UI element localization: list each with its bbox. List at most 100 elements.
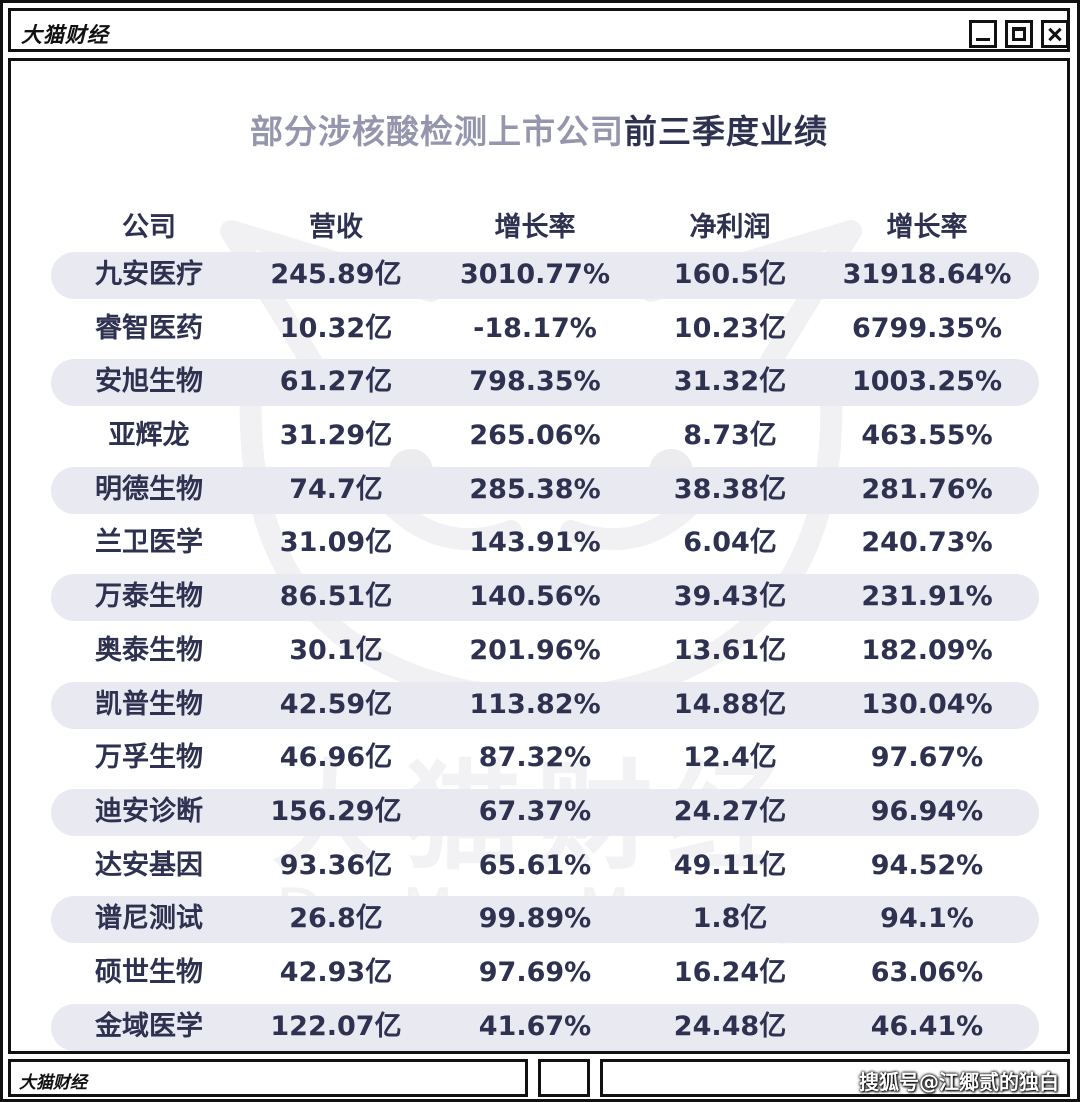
header-profit-growth: 增长率 — [886, 212, 968, 243]
cell-net-profit: 12.4亿 — [683, 742, 777, 774]
cell-company: 达安基因 — [95, 849, 203, 881]
cell-profit-growth: 281.76% — [861, 473, 993, 505]
row-band — [51, 574, 1039, 622]
cell-revenue: 122.07亿 — [270, 1010, 402, 1042]
cell-net-profit: 13.61亿 — [673, 634, 787, 666]
cell-company: 迪安诊断 — [95, 795, 203, 827]
cell-company: 明德生物 — [95, 473, 203, 505]
table-row: 安旭生物 61.27亿 798.35% 31.32亿 1003.25% — [51, 357, 1039, 411]
cell-net-profit: 1.8亿 — [692, 903, 768, 935]
table-header: 公司 营收 增长率 净利润 增长率 — [51, 205, 1039, 243]
cell-profit-growth: 182.09% — [861, 634, 993, 666]
cell-revenue-growth: 97.69% — [478, 956, 592, 988]
row-band — [51, 466, 1039, 514]
table-row: 金域医学 122.07亿 41.67% 24.48亿 46.41% — [51, 1002, 1039, 1051]
cell-company: 奥泰生物 — [95, 634, 203, 666]
cell-revenue-growth: 143.91% — [469, 527, 601, 559]
row-band — [51, 896, 1039, 944]
cell-profit-growth: 94.1% — [880, 903, 974, 935]
table-row: 亚辉龙 31.29亿 265.06% 8.73亿 463.55% — [51, 411, 1039, 465]
cell-revenue: 61.27亿 — [279, 366, 393, 398]
header-revenue-growth: 增长率 — [494, 212, 576, 243]
cell-net-profit: 6.04亿 — [683, 527, 777, 559]
cell-profit-growth: 63.06% — [870, 956, 984, 988]
cell-net-profit: 8.73亿 — [683, 420, 777, 452]
cell-net-profit: 16.24亿 — [673, 956, 787, 988]
cell-company: 亚辉龙 — [108, 420, 190, 452]
cell-revenue: 26.8亿 — [289, 903, 383, 935]
content-panel: 大猫财经 Da Mao Money 部分涉核酸检测上市公司前三季度业绩 公司 营… — [8, 58, 1070, 1054]
title-part-1: 部分涉核酸检测上市公司 — [250, 112, 624, 151]
cell-profit-growth: 231.91% — [861, 581, 993, 613]
cell-revenue-growth: 140.56% — [469, 581, 601, 613]
status-panel-middle — [538, 1059, 590, 1097]
row-band — [51, 1003, 1039, 1051]
cell-revenue-growth: 285.38% — [469, 473, 601, 505]
cell-revenue: 42.93亿 — [279, 956, 393, 988]
cell-net-profit: 14.88亿 — [673, 688, 787, 720]
table-row: 达安基因 93.36亿 65.61% 49.11亿 94.52% — [51, 841, 1039, 895]
cell-profit-growth: 240.73% — [861, 527, 993, 559]
cell-profit-growth: 97.67% — [870, 742, 984, 774]
cell-revenue-growth: 99.89% — [478, 903, 592, 935]
cell-revenue: 46.96亿 — [279, 742, 393, 774]
cell-revenue-growth: 3010.77% — [459, 259, 611, 290]
cell-company: 睿智医药 — [95, 312, 203, 344]
cell-company: 金域医学 — [95, 1010, 203, 1042]
status-panel-right: 搜狐号@江郷贰的独白 — [600, 1059, 1070, 1097]
cell-revenue-growth: 201.96% — [469, 634, 601, 666]
cell-revenue: 156.29亿 — [270, 795, 402, 827]
cell-revenue: 74.7亿 — [289, 473, 383, 505]
cell-profit-growth: 31918.64% — [842, 259, 1012, 290]
cell-revenue-growth: 65.61% — [478, 849, 592, 881]
cell-net-profit: 24.27亿 — [673, 795, 787, 827]
cell-revenue: 30.1亿 — [289, 634, 383, 666]
table-row: 睿智医药 10.32亿 -18.17% 10.23亿 6799.35% — [51, 304, 1039, 358]
cell-company: 兰卫医学 — [95, 527, 203, 559]
table-row: 奥泰生物 30.1亿 201.96% 13.61亿 182.09% — [51, 626, 1039, 680]
table-body: 九安医疗 245.89亿 3010.77% 160.5亿 31918.64% 睿智医药 10… — [51, 250, 1039, 1051]
cell-revenue: 10.32亿 — [279, 312, 393, 344]
table-row: 硕世生物 42.93亿 97.69% 16.24亿 63.06% — [51, 948, 1039, 1002]
source-credit: 搜狐号@江郷贰的独白 — [859, 1070, 1059, 1094]
minimize-icon[interactable] — [969, 20, 997, 48]
table-row: 万孚生物 46.96亿 87.32% 12.4亿 97.67% — [51, 733, 1039, 787]
cell-revenue: 245.89亿 — [270, 259, 402, 290]
row-band — [51, 788, 1039, 836]
cell-revenue-growth: 265.06% — [469, 420, 601, 452]
cell-profit-growth: 94.52% — [870, 849, 984, 881]
cell-revenue: 86.51亿 — [279, 581, 393, 613]
cell-net-profit: 39.43亿 — [673, 581, 787, 613]
cell-net-profit: 24.48亿 — [673, 1010, 787, 1042]
close-icon[interactable] — [1041, 20, 1069, 48]
table-row: 谱尼测试 26.8亿 99.89% 1.8亿 94.1% — [51, 894, 1039, 948]
table-row: 兰卫医学 31.09亿 143.91% 6.04亿 240.73% — [51, 518, 1039, 572]
cell-company: 万泰生物 — [95, 581, 203, 613]
status-title: 大猫财经 — [19, 1073, 87, 1093]
table-row: 明德生物 74.7亿 285.38% 38.38亿 281.76% — [51, 465, 1039, 519]
cell-net-profit: 10.23亿 — [673, 312, 787, 344]
row-band — [51, 681, 1039, 729]
cell-company: 万孚生物 — [95, 742, 203, 774]
cell-revenue: 93.36亿 — [279, 849, 393, 881]
table-row: 九安医疗 245.89亿 3010.77% 160.5亿 31918.64% — [51, 250, 1039, 304]
page-title: 部分涉核酸检测上市公司前三季度业绩 — [11, 105, 1067, 153]
cell-profit-growth: 6799.35% — [851, 312, 1003, 344]
header-revenue: 营收 — [309, 212, 363, 243]
cell-net-profit: 49.11亿 — [673, 849, 787, 881]
maximize-icon[interactable] — [1005, 20, 1033, 48]
cell-company: 九安医疗 — [95, 259, 203, 290]
row-band — [51, 359, 1039, 407]
cell-profit-growth: 463.55% — [861, 420, 993, 452]
header-company: 公司 — [122, 212, 176, 243]
cell-profit-growth: 96.94% — [870, 795, 984, 827]
cell-profit-growth: 130.04% — [861, 688, 993, 720]
cell-revenue-growth: 798.35% — [469, 366, 601, 398]
cell-company: 硕世生物 — [95, 956, 203, 988]
cell-revenue-growth: 67.37% — [478, 795, 592, 827]
cell-revenue: 31.29亿 — [279, 420, 393, 452]
cell-revenue-growth: -18.17% — [473, 312, 597, 344]
table-row: 迪安诊断 156.29亿 67.37% 24.27亿 96.94% — [51, 787, 1039, 841]
status-bar: 大猫财经 搜狐号@江郷贰的独白 — [8, 1059, 1070, 1097]
status-panel-left: 大猫财经 — [8, 1059, 528, 1097]
